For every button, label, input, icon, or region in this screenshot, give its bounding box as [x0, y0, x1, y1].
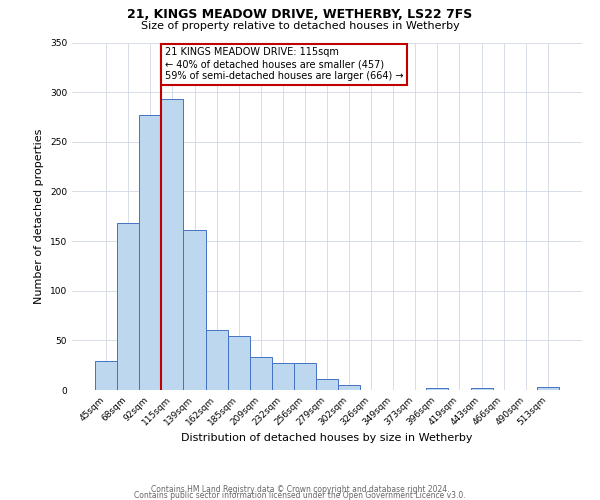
Bar [338, 385, 360, 390]
Bar [184, 230, 206, 390]
X-axis label: Distribution of detached houses by size in Wetherby: Distribution of detached houses by size … [181, 432, 473, 442]
Bar [470, 388, 493, 390]
Bar [117, 223, 139, 390]
Bar [294, 363, 316, 390]
Text: Contains HM Land Registry data © Crown copyright and database right 2024.: Contains HM Land Registry data © Crown c… [151, 484, 449, 494]
Bar [427, 388, 448, 390]
Bar [161, 99, 184, 390]
Bar [537, 387, 559, 390]
Bar [139, 115, 161, 390]
Bar [250, 357, 272, 390]
Y-axis label: Number of detached properties: Number of detached properties [34, 128, 44, 304]
Bar [272, 363, 294, 390]
Bar [227, 336, 250, 390]
Text: 21 KINGS MEADOW DRIVE: 115sqm
← 40% of detached houses are smaller (457)
59% of : 21 KINGS MEADOW DRIVE: 115sqm ← 40% of d… [165, 48, 403, 80]
Text: 21, KINGS MEADOW DRIVE, WETHERBY, LS22 7FS: 21, KINGS MEADOW DRIVE, WETHERBY, LS22 7… [127, 8, 473, 20]
Bar [206, 330, 227, 390]
Text: Contains public sector information licensed under the Open Government Licence v3: Contains public sector information licen… [134, 490, 466, 500]
Text: Size of property relative to detached houses in Wetherby: Size of property relative to detached ho… [140, 21, 460, 31]
Bar [95, 361, 117, 390]
Bar [316, 379, 338, 390]
